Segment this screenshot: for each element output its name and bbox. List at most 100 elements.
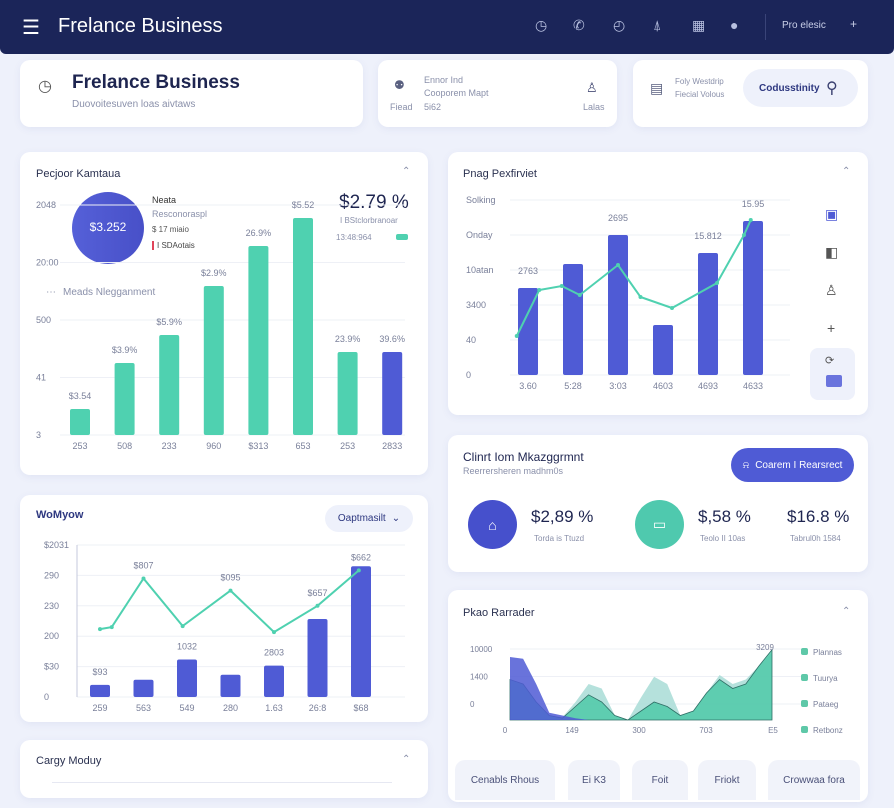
- bar: [220, 674, 241, 697]
- x-tick-label: $68: [353, 703, 368, 713]
- x-tick-label: 703: [699, 726, 713, 735]
- legend-title: Neata: [152, 195, 177, 205]
- settings-button[interactable]: [810, 348, 855, 400]
- stat-value: $16.8 %: [787, 507, 850, 526]
- x-tick-label: 508: [117, 441, 132, 451]
- tab-0[interactable]: Cenabls Rhous: [455, 760, 555, 800]
- bar: [114, 363, 135, 435]
- y-tick-label: Solking: [466, 195, 496, 205]
- x-tick-label: 549: [179, 703, 194, 713]
- project-panel-title: Pecjoor Kamtaua: [36, 168, 121, 180]
- line-point: [356, 568, 361, 573]
- y-tick-label: $30: [44, 662, 59, 672]
- y-tick-label: 3400: [466, 300, 486, 310]
- y-tick-label: 3: [36, 430, 41, 440]
- bar: [307, 618, 328, 697]
- collapse-icon[interactable]: ⌃: [842, 606, 851, 617]
- y-tick-label: Onday: [466, 230, 493, 240]
- stat-label: Torda is Ttuzd: [534, 534, 585, 543]
- bar: [159, 335, 180, 435]
- legend-label: Plannas: [813, 648, 842, 657]
- data-label: $93: [92, 667, 107, 677]
- bar: [351, 566, 371, 697]
- clock-icon: ◷: [38, 78, 52, 95]
- bar: [264, 665, 284, 697]
- phone-icon[interactable]: ✆: [573, 17, 585, 33]
- page-title: Frelance Business: [72, 72, 240, 93]
- clock-icon[interactable]: ◷: [535, 17, 548, 33]
- menu-icon[interactable]: ☰: [22, 17, 40, 39]
- search-icon[interactable]: ⚲: [826, 80, 838, 97]
- tab-2[interactable]: Foit: [632, 760, 688, 800]
- chevron-down-icon: ⌄: [391, 513, 401, 524]
- line-point: [616, 263, 620, 267]
- y-tick-label: 0: [470, 700, 475, 709]
- filter-icon[interactable]: ⋯: [46, 287, 56, 298]
- line-point: [109, 625, 114, 630]
- timer-icon[interactable]: ◴: [613, 17, 626, 33]
- y-tick-label: 0: [44, 692, 49, 702]
- trend-line: [515, 219, 752, 337]
- area-series: [510, 657, 772, 720]
- filter-label[interactable]: Meads Nlegganment: [63, 287, 156, 298]
- bar: [518, 288, 538, 375]
- data-label: $3.54: [69, 391, 92, 401]
- x-tick-label: 960: [206, 441, 221, 451]
- collapse-icon[interactable]: ⌃: [402, 754, 411, 765]
- card-icon: [826, 375, 842, 387]
- search-button[interactable]: Codusstinity: [743, 69, 858, 107]
- document-icon[interactable]: ◧: [825, 244, 839, 260]
- y-tick-label: 10000: [470, 645, 493, 654]
- info-icon[interactable]: ●: [730, 17, 739, 33]
- user-upload-icon[interactable]: ⍋: [653, 17, 662, 33]
- x-tick-label: $313: [248, 441, 268, 451]
- y-tick-label: 2048: [36, 200, 56, 210]
- contact-client-button[interactable]: ⍾ Coarem I Rearsrect: [731, 448, 854, 482]
- legend-swatch: [801, 726, 808, 733]
- line-point: [141, 576, 146, 581]
- add-icon[interactable]: +: [827, 320, 836, 336]
- peak-label: 3209: [756, 643, 774, 652]
- line-point: [272, 630, 276, 635]
- legend-item: $ 17 miaio: [152, 225, 189, 234]
- data-label: $3.9%: [112, 345, 138, 355]
- user-icon[interactable]: ♙: [825, 282, 838, 298]
- trend-line: [99, 569, 360, 634]
- tab-1[interactable]: Ei K3: [568, 760, 620, 800]
- folder-icon[interactable]: ▣: [825, 206, 839, 222]
- calendar-icon[interactable]: ▦: [692, 17, 706, 33]
- y-tick-label: 290: [44, 570, 59, 580]
- top-bar: [0, 0, 894, 54]
- stat-value: $,58 %: [698, 507, 751, 526]
- data-label: 39.6%: [379, 334, 405, 344]
- data-label: $2.9%: [201, 268, 227, 278]
- user-menu[interactable]: Pro elesic: [782, 20, 826, 31]
- department-dropdown[interactable]: Oaptmasilt ⌄: [325, 505, 413, 532]
- bar: [70, 409, 90, 435]
- performance-panel-title: Pnag Pexfirviet: [463, 168, 537, 180]
- y-tick-label: 40: [466, 335, 476, 345]
- search-button-label: Codusstinity: [759, 82, 820, 94]
- collapse-icon[interactable]: ⌃: [842, 166, 851, 177]
- tab-4[interactable]: Crowwaa fora: [768, 760, 860, 800]
- user-edit-icon[interactable]: ♙: [586, 80, 598, 95]
- x-tick-label: 253: [72, 441, 87, 451]
- data-label: 1032: [177, 642, 197, 652]
- y-tick-label: 41: [36, 373, 46, 383]
- radar-panel-title: Pkao Rarrader: [463, 607, 535, 619]
- data-label: 15.95: [742, 199, 765, 209]
- refresh-icon: ⟳: [825, 355, 835, 367]
- cargo-panel: [20, 740, 428, 798]
- x-tick-label: 233: [162, 441, 177, 451]
- line-point: [559, 284, 564, 288]
- tab-3[interactable]: Friokt: [698, 760, 756, 800]
- data-label: $095: [220, 573, 240, 583]
- collapse-icon[interactable]: ⌃: [402, 166, 411, 177]
- donut-chart: [72, 192, 144, 264]
- legend-label: Retbonz: [813, 726, 843, 735]
- legend-swatch: [801, 700, 808, 707]
- expand-icon[interactable]: +: [850, 17, 858, 31]
- bar: [608, 235, 628, 375]
- kpi-time: 13:48:964: [336, 233, 372, 242]
